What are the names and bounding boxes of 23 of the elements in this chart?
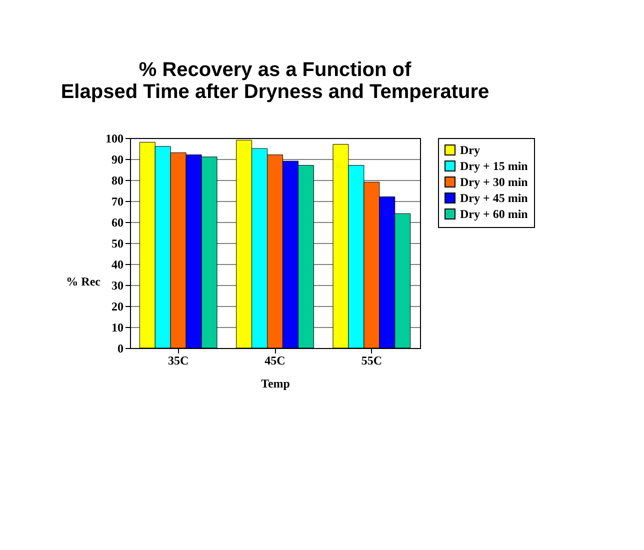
y-tick-label: 60: [112, 216, 124, 230]
legend-label: Dry + 30 min: [460, 175, 528, 189]
y-tick-label: 0: [118, 342, 124, 356]
legend-label: Dry + 45 min: [460, 191, 528, 205]
y-axis-title: % Rec: [66, 274, 102, 288]
y-tick-label: 10: [112, 320, 124, 334]
y-tick-label: 70: [112, 194, 124, 208]
y-tick-label: 20: [112, 300, 124, 314]
x-axis-title: Temp: [261, 376, 290, 390]
text: % Recovery as a Function of: [138, 59, 412, 81]
legend-label: Dry + 15 min: [460, 159, 528, 173]
x-tick-label: 35C: [168, 354, 189, 368]
y-tick-label: 80: [112, 174, 124, 188]
y-tick-label: 30: [112, 278, 124, 292]
legend-label: Dry: [460, 143, 480, 157]
text: Elapsed Time after Dryness and Temperature: [60, 81, 490, 103]
x-tick-label: 55C: [361, 354, 382, 368]
y-tick-label: 50: [112, 236, 124, 250]
y-tick-label: 90: [112, 152, 124, 166]
y-tick-label: 40: [112, 258, 124, 272]
x-tick-label: 45C: [264, 354, 286, 368]
y-tick-label: 100: [106, 132, 124, 146]
legend-label: Dry + 60 min: [460, 207, 528, 221]
